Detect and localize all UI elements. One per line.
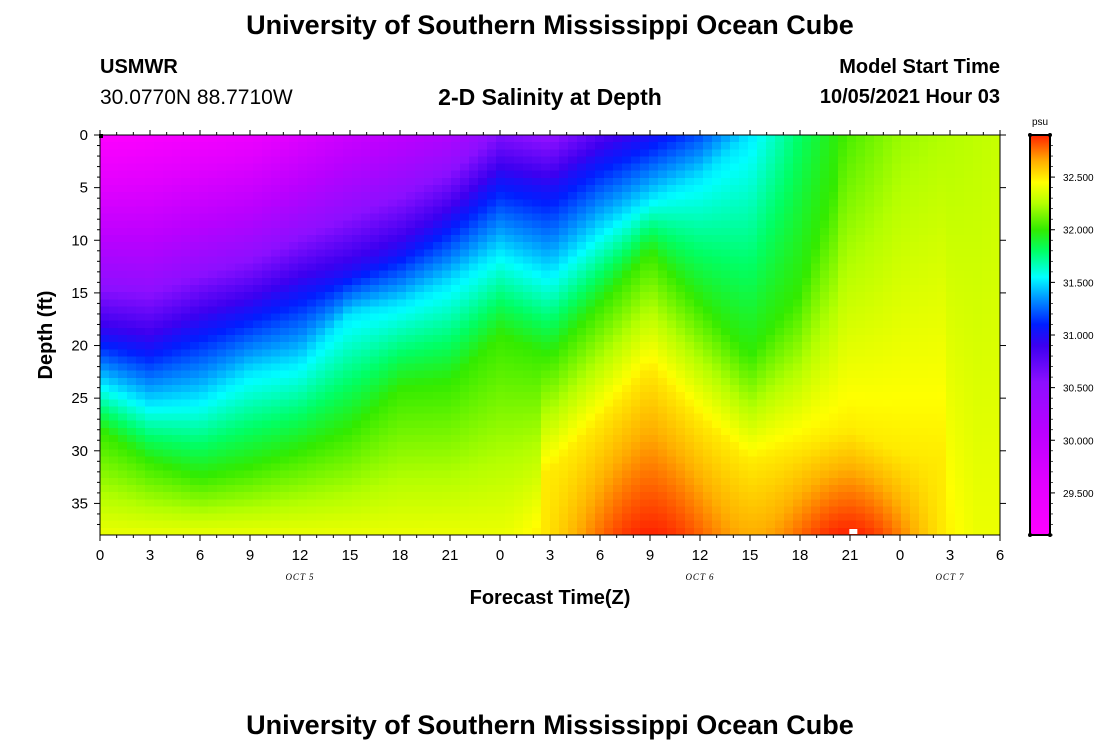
y-tick-label: 5 — [80, 180, 88, 197]
x-tick-label: 12 — [692, 547, 709, 564]
salinity-chart: 0 3 6 9 12 15 18 21 0 3 6 9 12 15 18 21 0 3 6 0 5 10 15 20 25 30… — [35, 117, 1094, 609]
x-tick-label: 6 — [196, 547, 204, 564]
y-tick-label: 10 — [71, 232, 88, 249]
x-tick-label: 18 — [392, 547, 409, 564]
x-tick-label: 6 — [996, 547, 1004, 564]
colorbar-tick-label: 30.000 — [1063, 436, 1094, 447]
x-tick-label: 12 — [292, 547, 309, 564]
y-tick-label: 25 — [71, 390, 88, 407]
y-tick-label: 35 — [71, 495, 88, 512]
colorbar-corner — [1028, 133, 1032, 137]
station-name: USMWR — [100, 56, 178, 78]
bottom-marker — [849, 529, 858, 534]
x-tick-label: 0 — [496, 547, 504, 564]
colorbar-tick-label: 31.000 — [1063, 331, 1094, 342]
x-axis-title: Forecast Time(Z) — [470, 587, 631, 609]
y-axis-title: Depth (ft) — [35, 291, 57, 380]
x-tick-label: 15 — [742, 547, 759, 564]
x-tick-label: 3 — [946, 547, 954, 564]
x-tick-label: 9 — [246, 547, 254, 564]
salinity-heatmap — [100, 135, 1000, 535]
origin-marker — [99, 134, 103, 138]
footer-title: University of Southern Mississippi Ocean… — [246, 710, 854, 740]
x-tick-label: 15 — [342, 547, 359, 564]
day-label: OCT 7 — [935, 572, 964, 582]
x-tick-label: 21 — [442, 547, 459, 564]
colorbar-fill — [1029, 134, 1051, 536]
colorbar-tick-label: 32.000 — [1063, 226, 1094, 237]
x-tick-label: 3 — [546, 547, 554, 564]
y-tick-label: 30 — [71, 443, 88, 460]
day-labels: OCT 5 OCT 6 OCT 7 — [285, 572, 964, 582]
day-label: OCT 6 — [685, 572, 714, 582]
x-tick-label: 0 — [96, 547, 104, 564]
station-coordinates: 30.0770N 88.7710W — [100, 86, 293, 109]
y-tick-label: 0 — [80, 127, 88, 144]
page-title: University of Southern Mississippi Ocean… — [246, 10, 854, 40]
x-tick-label: 0 — [896, 547, 904, 564]
y-tick-label: 15 — [71, 285, 88, 302]
day-label: OCT 5 — [285, 572, 314, 582]
colorbar-corner — [1048, 133, 1052, 137]
x-tick-label: 9 — [646, 547, 654, 564]
x-tick-label: 21 — [842, 547, 859, 564]
x-axis-ticks: 0 3 6 9 12 15 18 21 0 3 6 9 12 15 18 21 0 3 6 — [96, 130, 1004, 564]
colorbar-corner — [1028, 533, 1032, 537]
colorbar-tick-label: 32.500 — [1063, 173, 1094, 184]
x-tick-label: 6 — [596, 547, 604, 564]
colorbar: psu 29.500 30.000 30.500 31.000 31.500 32.000… — [1028, 117, 1094, 537]
colorbar-unit: psu — [1032, 117, 1048, 128]
x-tick-label: 3 — [146, 547, 154, 564]
chart-subtitle: 2-D Salinity at Depth — [438, 84, 662, 110]
model-start-label: Model Start Time — [839, 56, 1000, 78]
colorbar-tick-label: 30.500 — [1063, 384, 1094, 395]
model-start-value: 10/05/2021 Hour 03 — [819, 86, 1000, 108]
y-axis-ticks: 0 5 10 15 20 25 30 35 — [71, 127, 1006, 525]
x-tick-label: 18 — [792, 547, 809, 564]
colorbar-tick-label: 31.500 — [1063, 278, 1094, 289]
colorbar-tick-label: 29.500 — [1063, 489, 1094, 500]
y-tick-label: 20 — [71, 338, 88, 355]
colorbar-corner — [1048, 533, 1052, 537]
